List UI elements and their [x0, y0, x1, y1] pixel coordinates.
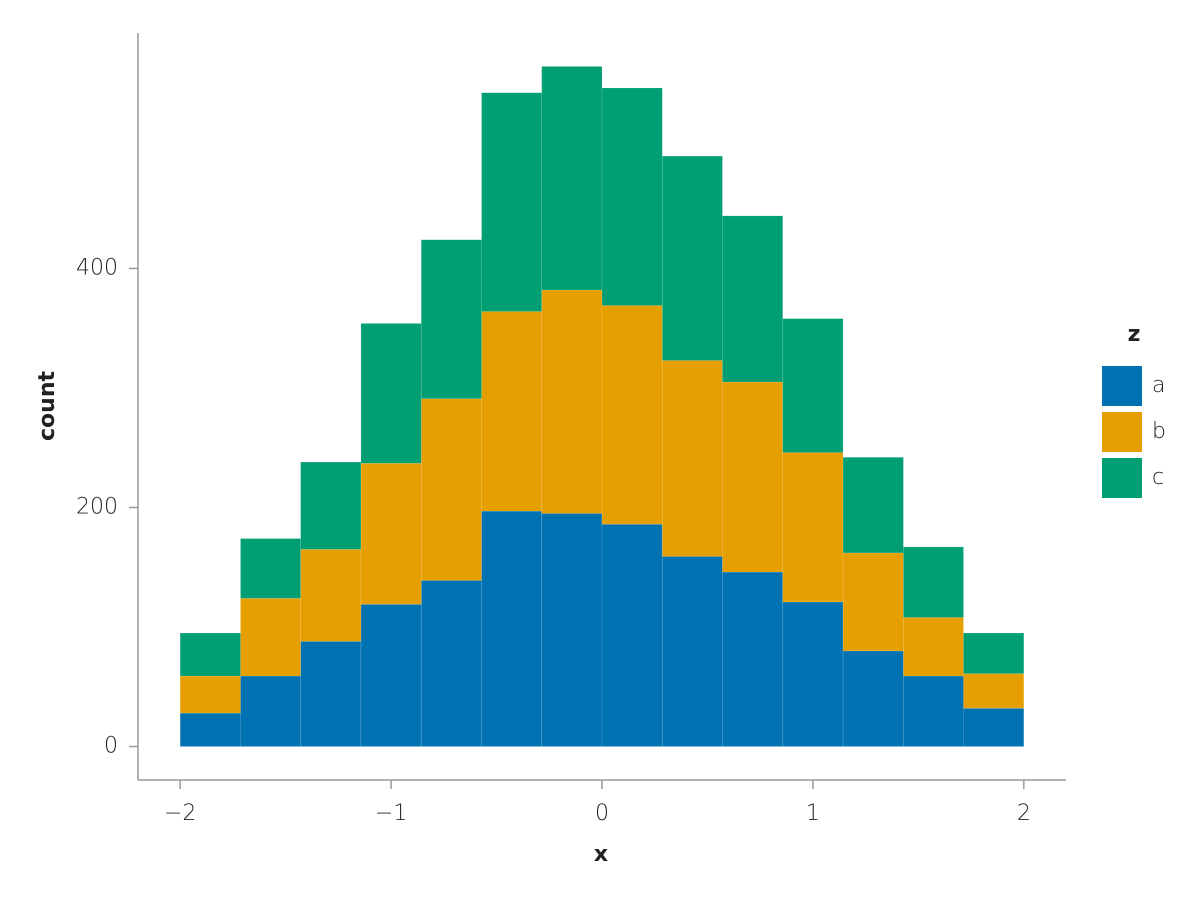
bar-segment	[179, 712, 241, 747]
bar-segment	[481, 92, 543, 312]
bar-segment	[300, 461, 362, 550]
legend-swatch	[1102, 366, 1142, 406]
x-tick-label: 2	[1017, 801, 1031, 826]
bar-segment	[481, 510, 543, 747]
bar-segment	[963, 632, 1025, 675]
bar-segment	[722, 215, 784, 383]
bar-segment	[420, 239, 482, 400]
x-tick-label: 0	[595, 801, 609, 826]
bar-segment	[240, 597, 302, 677]
bar-segment	[902, 617, 964, 677]
bar-segment	[179, 632, 241, 677]
bar-segment	[902, 675, 964, 747]
bar-segment	[240, 538, 302, 599]
bar-segment	[360, 603, 422, 747]
bar-segment	[300, 640, 362, 747]
bar-segment	[601, 305, 663, 525]
bar-segment	[420, 580, 482, 747]
bar-segment	[782, 452, 844, 603]
bar-segment	[300, 548, 362, 642]
bar-segment	[661, 360, 723, 557]
bar-segment	[541, 289, 603, 514]
bar-segment	[601, 523, 663, 747]
x-tick-label: 1	[806, 801, 820, 826]
legend-swatch	[1102, 458, 1142, 498]
legend-title: z	[1128, 322, 1141, 347]
y-tick-label: 200	[76, 494, 118, 519]
x-axis-label: x	[594, 842, 608, 867]
bar-segment	[541, 513, 603, 747]
bar-segment	[842, 456, 904, 554]
bar-segment	[963, 707, 1025, 747]
bar-segment	[481, 311, 543, 512]
legend-label: a	[1152, 373, 1165, 398]
bar-segment	[360, 323, 422, 464]
y-tick-label: 400	[76, 255, 118, 280]
bar-segment	[360, 462, 422, 605]
legend-label: b	[1152, 419, 1166, 444]
bar-segment	[601, 87, 663, 306]
bar-segment	[782, 318, 844, 453]
bar-segment	[661, 155, 723, 361]
bar-segment	[842, 650, 904, 747]
bar-segment	[179, 675, 241, 714]
y-axis-label: count	[35, 371, 60, 441]
bar-segment	[722, 381, 784, 573]
bar-segment	[420, 398, 482, 581]
legend-label: c	[1152, 465, 1164, 490]
x-tick-label: −2	[164, 801, 196, 826]
bar-segment	[902, 546, 964, 618]
bar-segment	[963, 673, 1025, 709]
y-tick-label: 0	[104, 734, 118, 759]
bar-segment	[722, 571, 784, 747]
x-tick-label: −1	[375, 801, 407, 826]
bar-segment	[842, 552, 904, 652]
bar-segment	[661, 556, 723, 747]
bar-segment	[541, 66, 603, 291]
legend-swatch	[1102, 412, 1142, 452]
bar-segment	[240, 675, 302, 747]
bar-segment	[782, 601, 844, 747]
